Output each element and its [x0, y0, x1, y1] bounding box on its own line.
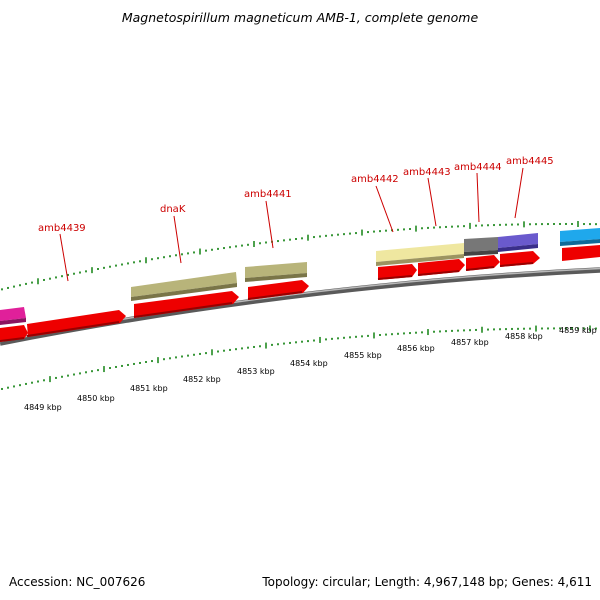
gene-label-amb4442[interactable]: amb4442 — [351, 174, 399, 185]
gene-label-dnaK[interactable]: dnaK — [160, 204, 186, 215]
pale-yellow-feature[interactable] — [376, 243, 464, 262]
olive-feature-amb4441[interactable] — [245, 262, 307, 278]
purple-feature-shade — [498, 244, 538, 252]
gray-feature[interactable] — [464, 237, 498, 252]
cds-shade — [0, 262, 534, 342]
gene-leader-line — [375, 185, 394, 233]
gene-label-amb4441[interactable]: amb4441 — [244, 189, 292, 200]
scale-label: 4851 kbp — [130, 384, 168, 393]
cds-arrow[interactable] — [562, 245, 600, 261]
gene-leader-line — [59, 233, 69, 282]
scale-label: 4850 kbp — [77, 394, 115, 403]
scale-label: 4852 kbp — [183, 375, 221, 384]
scale-label: 4859 kbp — [559, 326, 597, 335]
gene-label-amb4443[interactable]: amb4443 — [403, 167, 451, 178]
gene-leader-line — [427, 177, 437, 227]
gray-feature-shade — [464, 250, 498, 256]
cds-arrow[interactable] — [27, 310, 126, 337]
purple-feature[interactable] — [498, 233, 538, 248]
scale-label: 4857 kbp — [451, 338, 489, 347]
scale-label: 4855 kbp — [344, 351, 382, 360]
scale-labels: 4849 kbp 4850 kbp 4851 kbp 4852 kbp 4853… — [24, 326, 597, 412]
scale-label: 4849 kbp — [24, 403, 62, 412]
gene-label-amb4445[interactable]: amb4445 — [506, 156, 554, 167]
scale-label: 4853 kbp — [237, 367, 275, 376]
pale-yellow-feature-shade — [376, 254, 464, 266]
scale-label: 4858 kbp — [505, 332, 543, 341]
cds-arrow[interactable] — [248, 280, 309, 300]
genome-backbone-highlight — [0, 267, 600, 343]
olive-feature-dnaK[interactable] — [131, 272, 237, 297]
scale-label: 4854 kbp — [290, 359, 328, 368]
magenta-feature-shade — [0, 318, 26, 325]
topology-info: Topology: circular; Length: 4,967,148 bp… — [262, 575, 592, 589]
olive-feature-dnaK-shade — [131, 283, 237, 301]
gene-labels: amb4439 dnaK amb4441 amb4442 amb4443 amb… — [38, 156, 554, 282]
gene-leader-line — [476, 172, 480, 223]
magenta-feature[interactable] — [0, 307, 26, 321]
scale-label: 4856 kbp — [397, 344, 435, 353]
gene-leader-line — [173, 215, 182, 264]
lower-tick-row — [1, 325, 597, 390]
cyan-feature-shade — [560, 239, 600, 246]
gene-leader-line — [514, 167, 524, 219]
cyan-feature[interactable] — [560, 228, 600, 242]
upper-tick-row — [1, 220, 597, 291]
olive-feature-amb4441-shade — [245, 273, 307, 282]
gene-leader-line — [265, 200, 274, 249]
cds-arrow[interactable] — [134, 291, 239, 318]
gene-label-amb4439[interactable]: amb4439 — [38, 223, 86, 234]
genome-title: Magnetospirillum magneticum AMB-1, compl… — [121, 10, 479, 25]
cds-track — [0, 245, 600, 342]
feature-track — [0, 228, 600, 325]
gene-label-amb4444[interactable]: amb4444 — [454, 162, 502, 173]
accession-info: Accession: NC_007626 — [9, 575, 146, 589]
